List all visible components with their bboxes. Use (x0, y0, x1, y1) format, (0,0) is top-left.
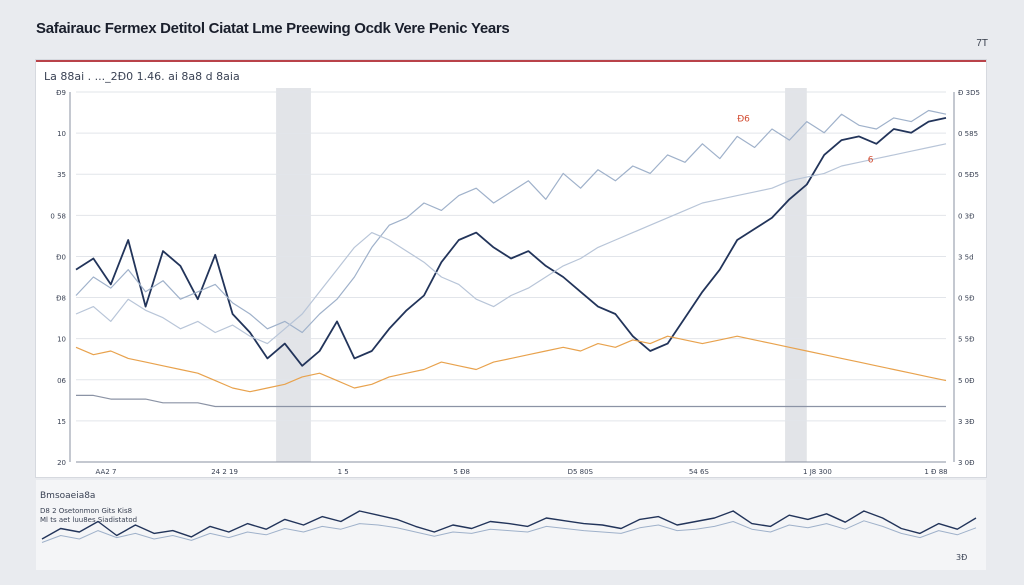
y-tick-right-9: 3 0Ð (958, 459, 975, 467)
y-tick-right-4: 3 5d (958, 253, 974, 261)
y-tick-right-8: 3 3Ð (958, 418, 975, 426)
x-tick-label-1: 24 2 19 (211, 468, 238, 476)
y-tick-left-9: 20 (57, 459, 66, 467)
series-line-4 (76, 394, 946, 408)
corner-mark: 7T (976, 38, 988, 49)
y-tick-right-6: 5 5Ð (958, 336, 975, 344)
sub-series-line-1 (41, 520, 977, 543)
series-line-2 (75, 143, 947, 345)
sub-chart-panel: Bmsoaeia8a D8 2 Osetonmon Gits Kis8 Ml t… (36, 480, 986, 570)
marker-label-0: 6 (868, 155, 874, 165)
y-tick-right-2: 0 5Ð5 (958, 171, 979, 179)
series-line-3 (75, 335, 947, 393)
highlight-band-1 (785, 88, 807, 462)
x-tick-label-3: 5 Ð8 (453, 468, 470, 476)
main-chart-panel: La 88ai . ..._2Ð0 1.46. ai 8a8 d 8aia Ð9… (36, 60, 986, 477)
sub-annotation: 3Ð (956, 553, 967, 562)
sub-legend-line-1: D8 2 Osetonmon Gits Kis8 (40, 507, 132, 515)
y-tick-left-8: 15 (57, 418, 66, 426)
y-tick-left-7: 06 (57, 377, 66, 385)
y-tick-right-7: 5 0Ð (958, 377, 975, 385)
x-tick-label-5: 54 6S (689, 468, 710, 476)
y-tick-left-5: Ð8 (56, 295, 66, 303)
x-tick-label-6: 1 J8 300 (803, 468, 832, 476)
sub-chart-title: Bmsoaeia8a (40, 491, 95, 501)
series-line-0 (75, 117, 947, 367)
y-tick-left-0: Ð9 (56, 89, 66, 97)
x-tick-label-0: AA2 7 (96, 468, 117, 476)
y-tick-left-6: 10 (57, 336, 66, 344)
y-tick-right-1: 0 585 (958, 130, 978, 138)
y-tick-right-5: 0 5Ð (958, 295, 975, 303)
y-tick-left-3: 0 58 (50, 212, 66, 220)
x-tick-label-4: D5 80S (568, 468, 594, 476)
top-legend-text: La 88ai . ..._2Ð0 1.46. ai 8a8 d 8aia (44, 70, 240, 83)
series-line-1 (75, 109, 947, 334)
y-tick-right-0: Ð 3D5 (958, 89, 980, 97)
x-tick-label-7: 1 Ð 88 (924, 468, 947, 476)
page-title: Safairauc Fermex Detitol Ciatat Lme Pree… (36, 20, 510, 37)
sub-chart: Bmsoaeia8a D8 2 Osetonmon Gits Kis8 Ml t… (40, 491, 977, 562)
sub-series-line-0 (41, 510, 977, 540)
x-tick-label-2: 1 5 (338, 468, 349, 476)
y-tick-left-4: Ð0 (56, 253, 66, 261)
y-tick-left-2: 35 (57, 171, 66, 179)
main-chart: La 88ai . ..._2Ð0 1.46. ai 8a8 d 8aia Ð9… (44, 70, 980, 476)
sub-legend-line-2: Ml ts aet luu8es Siadistatod (40, 516, 137, 524)
y-tick-right-3: 0 3Ð (958, 212, 975, 220)
highlight-band-0 (276, 88, 311, 462)
y-tick-left-1: 10 (57, 130, 66, 138)
marker-label-1: Ð6 (737, 115, 750, 125)
